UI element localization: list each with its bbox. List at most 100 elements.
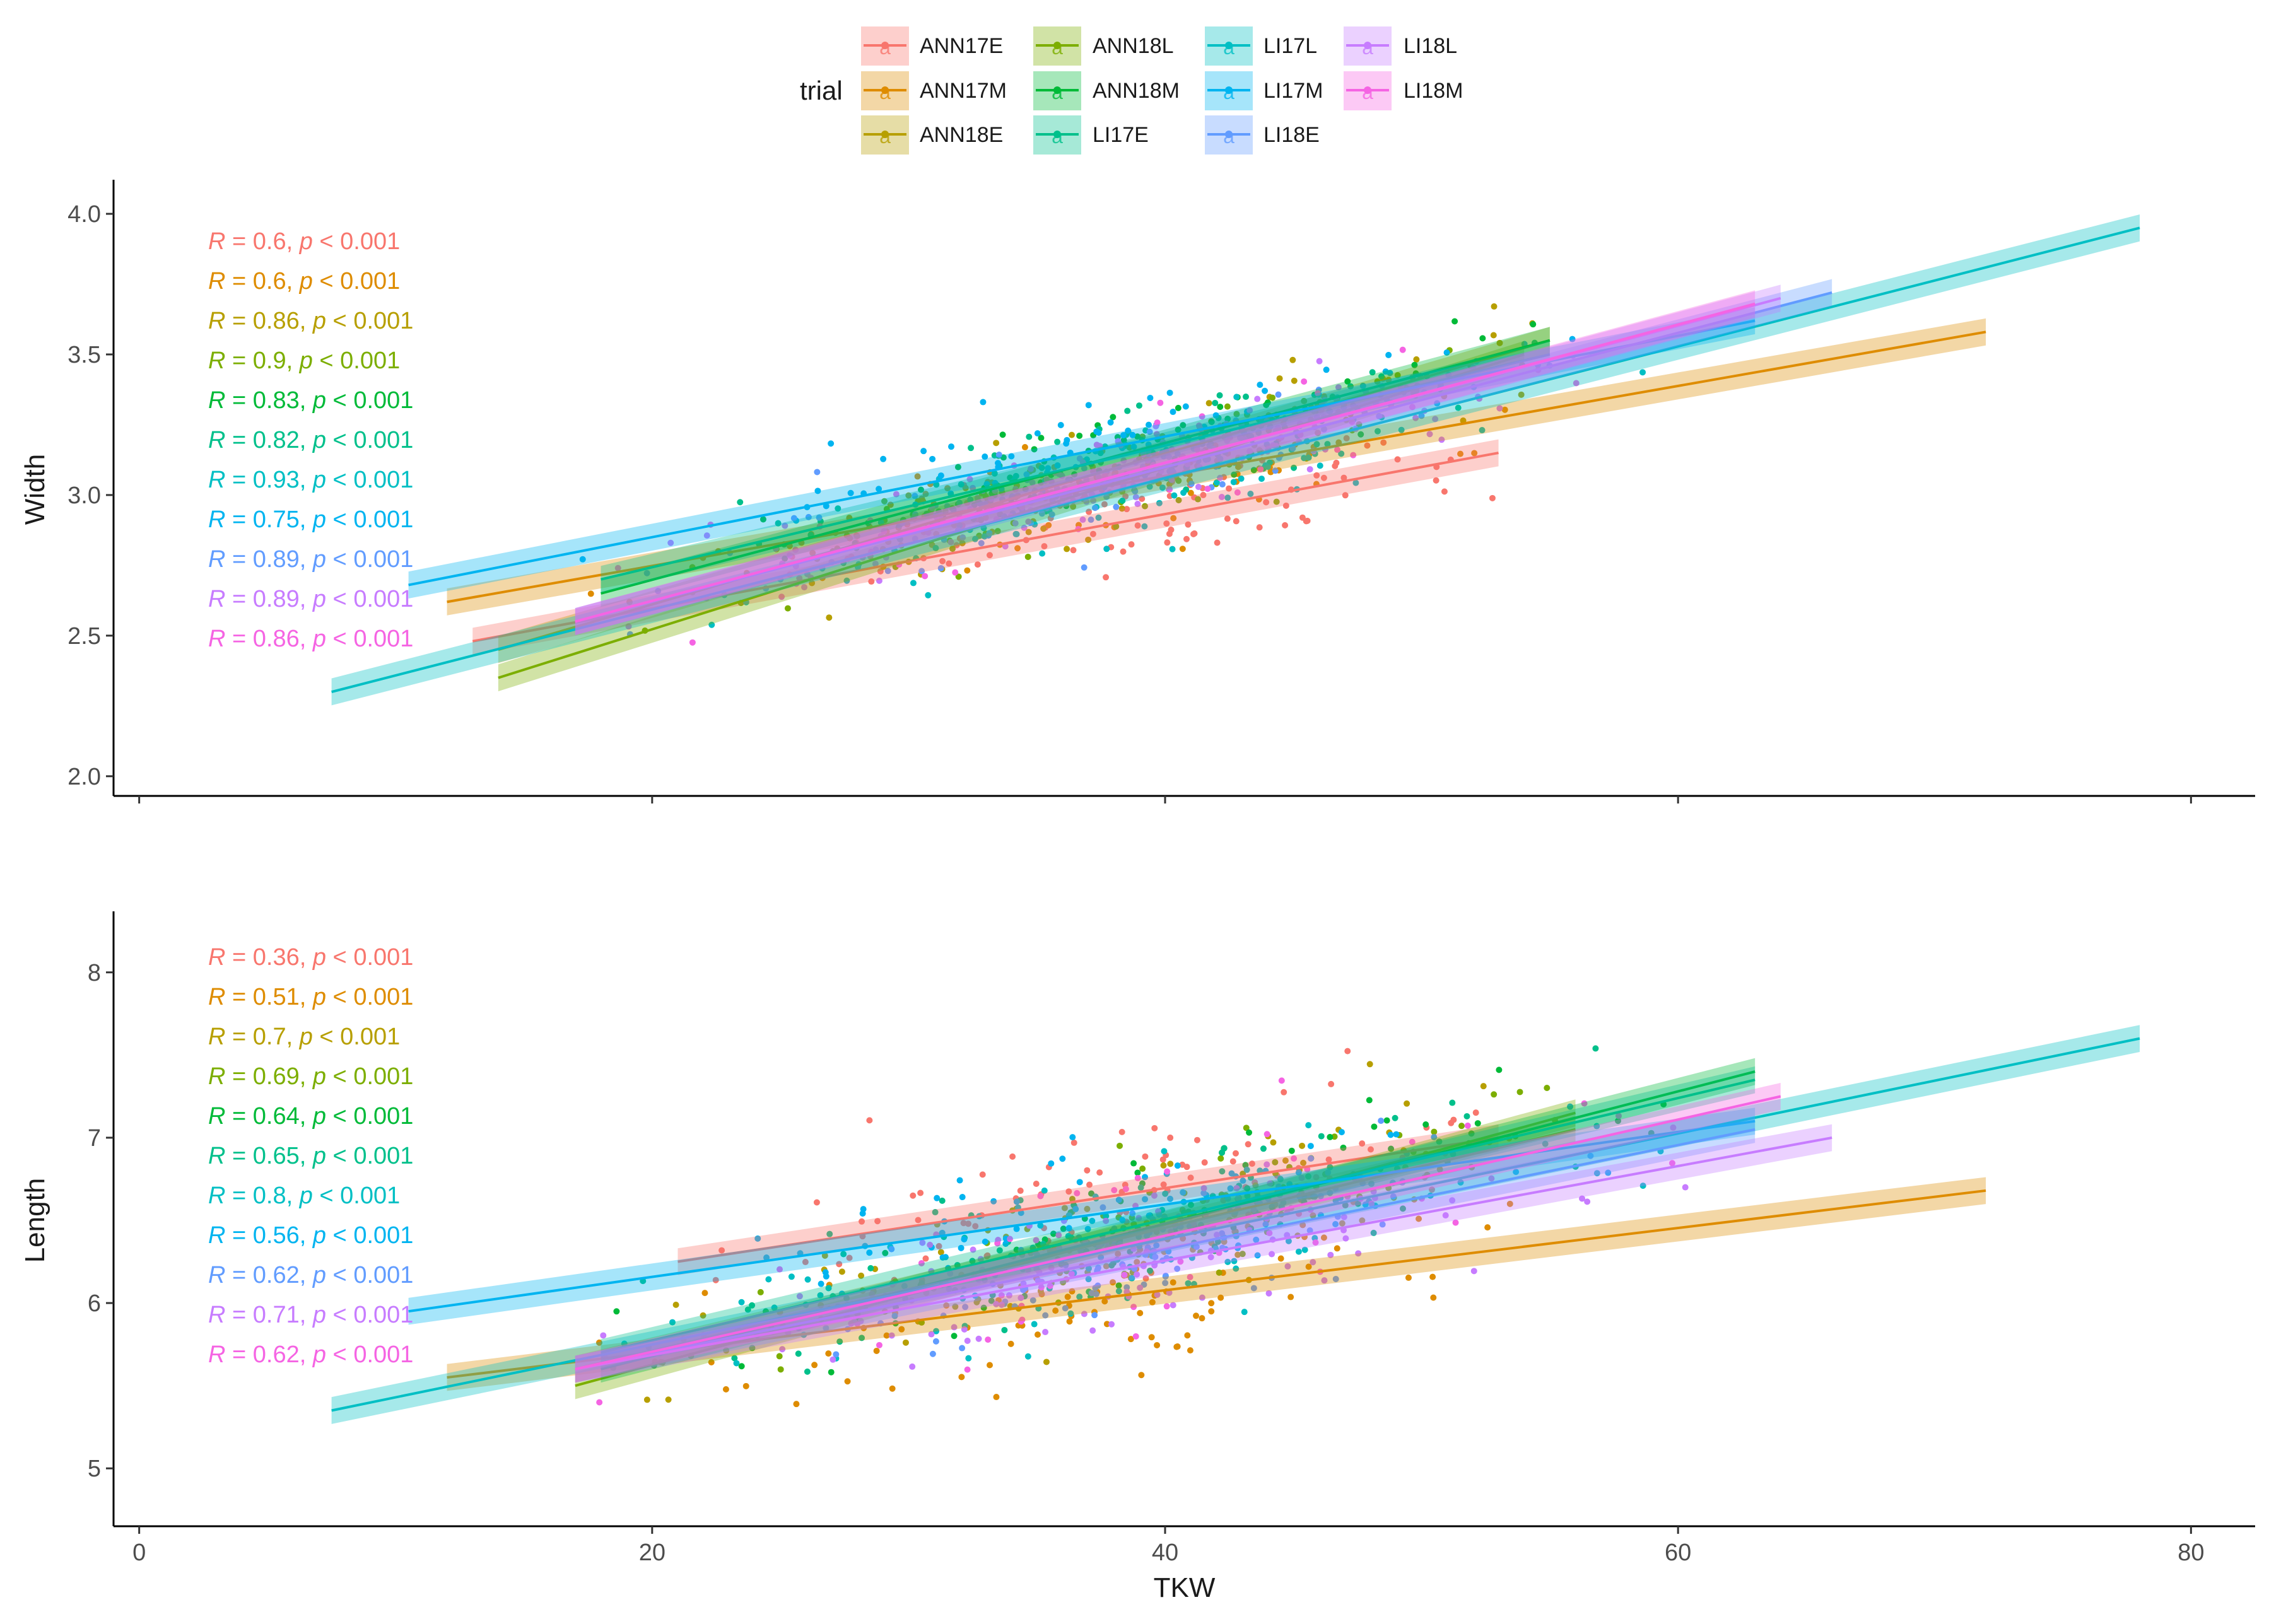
legend-label: ANN18E — [920, 123, 1003, 147]
data-point — [1248, 1160, 1255, 1167]
data-point — [1160, 1162, 1167, 1169]
legend-key-point — [1364, 86, 1371, 94]
data-point — [1193, 1243, 1200, 1250]
data-point — [922, 573, 929, 580]
data-point — [1072, 1206, 1079, 1213]
data-point — [1091, 1312, 1098, 1319]
data-point — [950, 506, 957, 513]
data-point — [1269, 1203, 1275, 1210]
data-point — [946, 1285, 953, 1292]
data-point — [1518, 391, 1525, 398]
data-point — [1017, 1246, 1024, 1253]
data-point — [932, 1209, 939, 1216]
data-point — [818, 1280, 824, 1287]
data-point — [1237, 435, 1244, 441]
data-point — [1328, 1080, 1335, 1087]
legend-key-glyph: a — [1223, 36, 1234, 59]
data-point — [1217, 474, 1224, 481]
annotation-part: < — [313, 228, 340, 255]
data-point — [1385, 351, 1392, 358]
data-point — [867, 1265, 874, 1271]
correlation-label-li18l: R = 0.71, p < 0.001 — [208, 1302, 413, 1328]
data-point — [1084, 1225, 1091, 1232]
data-point — [1038, 1284, 1045, 1291]
legend-key-li18m: a — [1344, 71, 1392, 110]
data-point — [1316, 462, 1323, 469]
data-point — [786, 552, 793, 559]
data-point — [818, 1302, 824, 1309]
data-point — [723, 1347, 730, 1354]
annotation-part: = — [225, 546, 252, 573]
data-point — [980, 1304, 987, 1311]
data-point — [1281, 1089, 1287, 1095]
data-point — [1316, 358, 1323, 365]
data-point — [1031, 446, 1038, 453]
data-point — [763, 1254, 770, 1261]
data-point — [1054, 462, 1061, 469]
data-point — [1095, 474, 1102, 481]
data-point — [1352, 479, 1359, 486]
annotation-part: < — [326, 387, 353, 414]
data-point — [1434, 400, 1441, 407]
data-point — [998, 1301, 1005, 1308]
data-point — [958, 481, 964, 488]
annotation-part: R — [208, 1262, 225, 1288]
data-point — [934, 1195, 941, 1201]
annotation-part: 0.93 — [253, 467, 300, 493]
data-point — [1088, 517, 1094, 523]
data-point — [1147, 394, 1154, 401]
data-point — [1422, 1121, 1429, 1128]
data-point — [994, 1240, 1001, 1247]
data-point — [1068, 1270, 1075, 1277]
data-point — [979, 1171, 986, 1178]
x-tick-label: 0 — [132, 1539, 146, 1566]
annotation-part: 0.001 — [353, 1143, 413, 1169]
data-point — [1371, 1123, 1378, 1130]
data-point — [927, 1241, 934, 1248]
annotation-part: 0.001 — [353, 1262, 413, 1288]
y-tick-label: 7 — [88, 1125, 101, 1152]
data-point — [1129, 1210, 1136, 1217]
data-point — [814, 469, 821, 476]
data-point — [1135, 402, 1142, 409]
data-point — [1496, 339, 1503, 346]
data-point — [1137, 1309, 1144, 1316]
data-point — [933, 1328, 940, 1335]
data-point — [1101, 501, 1108, 508]
data-point — [1231, 1258, 1238, 1265]
data-point — [1195, 483, 1202, 490]
annotation-part: 0.001 — [340, 348, 400, 374]
data-point — [994, 528, 1001, 535]
data-point — [1017, 1188, 1024, 1195]
data-point — [964, 1366, 971, 1373]
data-point — [1041, 543, 1048, 550]
data-point — [1228, 1170, 1235, 1177]
data-point — [1457, 450, 1464, 457]
data-point — [1166, 486, 1173, 493]
data-point — [1212, 399, 1219, 406]
annotation-part: 0.001 — [353, 586, 413, 612]
data-point — [944, 485, 951, 492]
data-point — [986, 530, 993, 537]
data-point — [809, 580, 816, 587]
data-point — [1175, 426, 1181, 433]
legend-key-ann18e: a — [861, 115, 909, 155]
data-point — [643, 1396, 650, 1403]
data-point — [1013, 1198, 1020, 1205]
data-point — [1252, 1182, 1259, 1189]
data-point — [1219, 481, 1226, 488]
data-point — [1224, 403, 1231, 410]
data-point — [1323, 366, 1330, 373]
data-point — [1567, 1103, 1574, 1110]
data-point — [779, 1346, 786, 1353]
data-point — [859, 1210, 866, 1217]
data-point — [956, 522, 963, 529]
correlation-label-li18m: R = 0.86, p < 0.001 — [208, 626, 413, 652]
data-point — [975, 1335, 982, 1342]
correlation-label-ann18e: R = 0.7, p < 0.001 — [208, 1024, 400, 1050]
data-point — [1022, 486, 1029, 493]
annotation-part: 0.89 — [253, 546, 300, 573]
data-point — [1160, 1181, 1167, 1188]
